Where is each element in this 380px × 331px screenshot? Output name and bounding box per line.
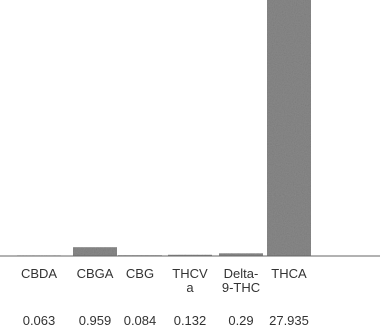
value-labels: 0.063 0.959 0.084 0.132 0.29 27.935	[23, 313, 309, 328]
bar-thca	[267, 0, 311, 256]
bars-group	[17, 0, 311, 256]
bar-thcv-a	[168, 254, 212, 256]
category-label: THCA	[271, 266, 307, 281]
value-label: 0.084	[124, 313, 157, 328]
category-label: CBG	[126, 266, 154, 281]
category-label-line: THCA	[271, 266, 307, 281]
category-label: CBGA	[77, 266, 114, 281]
value-label: 0.132	[174, 313, 207, 328]
value-label: 27.935	[269, 313, 309, 328]
category-label-line: 9-THC	[222, 280, 260, 295]
bar-delta-9-thc	[219, 253, 263, 256]
value-label: 0.29	[228, 313, 253, 328]
category-labels: CBDA CBGA CBG THCV a Delta-9-THC THCA	[21, 266, 307, 295]
category-label: THCV a	[172, 266, 208, 295]
category-label-line: CBDA	[21, 266, 57, 281]
category-label-line: THCV	[172, 266, 208, 281]
category-label-line: a	[186, 280, 194, 295]
category-label: Delta-9-THC	[222, 266, 260, 295]
value-label: 0.959	[79, 313, 112, 328]
category-label-line: CBG	[126, 266, 154, 281]
category-label-line: Delta-	[224, 266, 259, 281]
bar-cbga	[73, 247, 117, 256]
category-label-line: CBGA	[77, 266, 114, 281]
category-label: CBDA	[21, 266, 57, 281]
value-label: 0.063	[23, 313, 56, 328]
